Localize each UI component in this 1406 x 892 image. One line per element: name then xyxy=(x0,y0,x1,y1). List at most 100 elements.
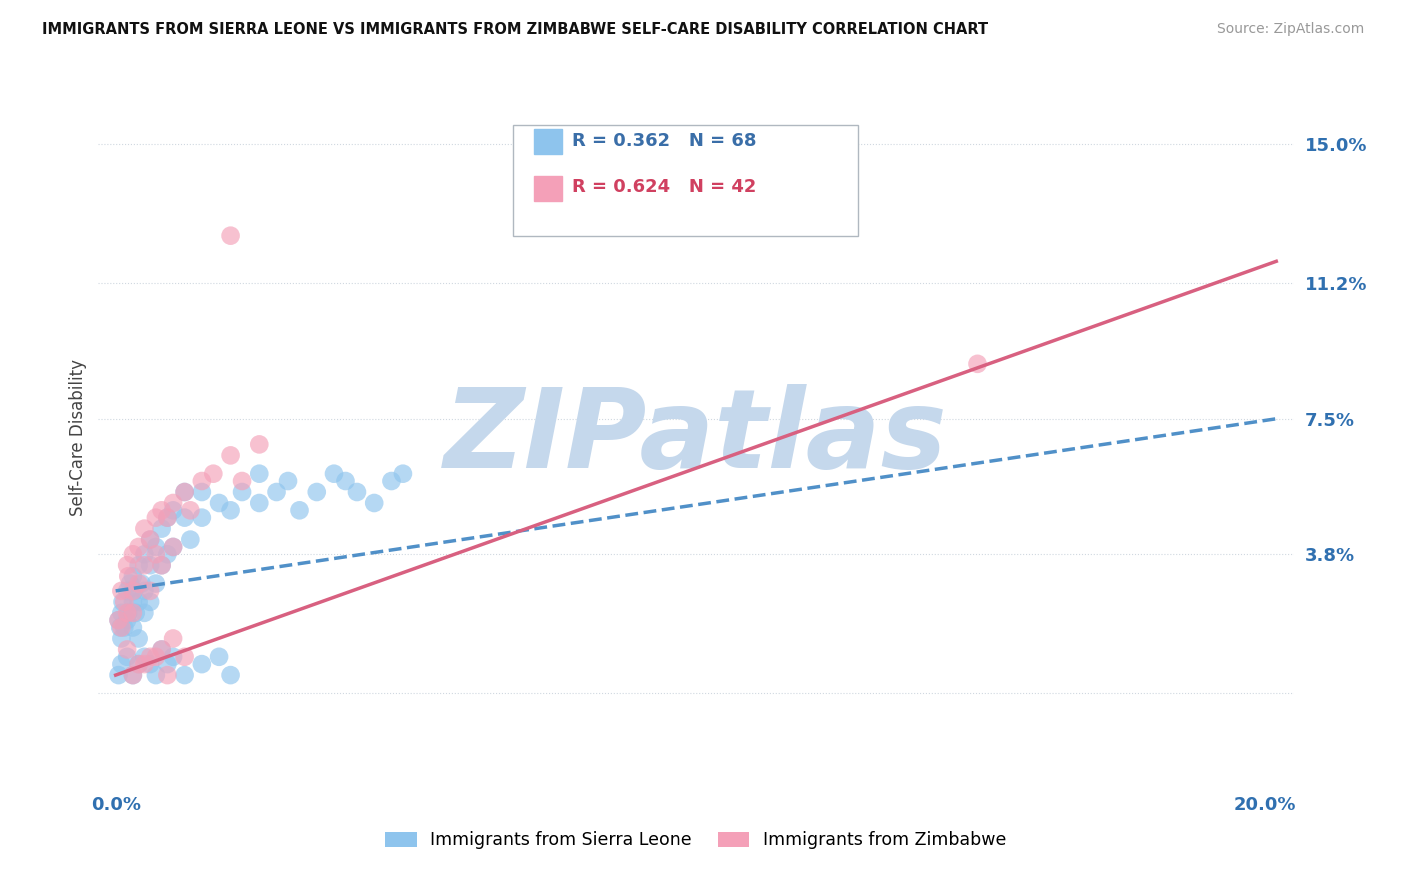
Point xyxy=(115,613,138,627)
Point xyxy=(150,642,173,657)
Point xyxy=(107,613,129,627)
Point xyxy=(173,668,195,682)
Point xyxy=(150,522,173,536)
Point xyxy=(110,583,132,598)
Point xyxy=(134,558,156,573)
Point xyxy=(156,668,179,682)
Point xyxy=(150,558,173,573)
Text: IMMIGRANTS FROM SIERRA LEONE VS IMMIGRANTS FROM ZIMBABWE SELF-CARE DISABILITY CO: IMMIGRANTS FROM SIERRA LEONE VS IMMIGRAN… xyxy=(42,22,988,37)
Point xyxy=(179,533,201,547)
Point xyxy=(139,657,162,672)
Point xyxy=(115,583,138,598)
Point xyxy=(139,533,162,547)
Point xyxy=(134,657,156,672)
Point xyxy=(191,510,214,524)
Point xyxy=(110,606,132,620)
Point xyxy=(162,503,184,517)
Point xyxy=(125,606,148,620)
Point xyxy=(128,540,150,554)
Point xyxy=(150,503,173,517)
Y-axis label: Self-Care Disability: Self-Care Disability xyxy=(69,359,87,516)
Point xyxy=(122,606,145,620)
Point xyxy=(110,657,132,672)
Point xyxy=(145,649,167,664)
Point xyxy=(346,485,368,500)
Point xyxy=(219,228,242,243)
Point xyxy=(145,510,167,524)
Point xyxy=(219,503,242,517)
Point xyxy=(134,649,156,664)
Point xyxy=(392,467,415,481)
Point xyxy=(122,595,145,609)
Point xyxy=(107,613,129,627)
Point xyxy=(247,467,270,481)
Point xyxy=(134,606,156,620)
Point xyxy=(115,606,138,620)
Point xyxy=(156,510,179,524)
Point xyxy=(128,595,150,609)
Point xyxy=(150,642,173,657)
Point xyxy=(145,576,167,591)
Point xyxy=(128,657,150,672)
Point xyxy=(139,583,162,598)
Text: R = 0.624   N = 42: R = 0.624 N = 42 xyxy=(572,178,756,196)
Point xyxy=(231,474,253,488)
Point xyxy=(122,583,145,598)
Point xyxy=(179,503,201,517)
Point xyxy=(134,547,156,561)
Point xyxy=(139,533,162,547)
Text: R = 0.362   N = 68: R = 0.362 N = 68 xyxy=(572,132,756,150)
Point xyxy=(202,467,225,481)
Point xyxy=(335,474,357,488)
Text: ZIPatlas: ZIPatlas xyxy=(444,384,948,491)
Point xyxy=(323,467,346,481)
Point xyxy=(247,496,270,510)
Point xyxy=(173,649,195,664)
Point xyxy=(128,632,150,646)
Point xyxy=(219,668,242,682)
Point xyxy=(118,576,141,591)
Point xyxy=(110,620,132,634)
Point xyxy=(305,485,328,500)
Point xyxy=(139,595,162,609)
Point xyxy=(128,657,150,672)
Point xyxy=(363,496,385,510)
Point xyxy=(122,583,145,598)
Point xyxy=(107,668,129,682)
Point xyxy=(156,547,179,561)
Point xyxy=(112,620,135,634)
Point xyxy=(139,558,162,573)
Point xyxy=(122,668,145,682)
Point xyxy=(122,547,145,561)
Point xyxy=(162,649,184,664)
Point xyxy=(139,649,162,664)
Point xyxy=(288,503,311,517)
Point xyxy=(191,474,214,488)
Point xyxy=(131,576,153,591)
Text: Source: ZipAtlas.com: Source: ZipAtlas.com xyxy=(1216,22,1364,37)
Point xyxy=(110,632,132,646)
Point xyxy=(231,485,253,500)
Point xyxy=(145,668,167,682)
Point xyxy=(173,485,195,500)
Point xyxy=(112,595,135,609)
Point xyxy=(122,668,145,682)
Point xyxy=(145,547,167,561)
Point xyxy=(266,485,288,500)
Point xyxy=(145,540,167,554)
Point xyxy=(208,496,231,510)
Point xyxy=(115,649,138,664)
Point xyxy=(162,540,184,554)
Point xyxy=(110,620,132,634)
Point xyxy=(173,510,195,524)
Point xyxy=(111,595,134,609)
Point xyxy=(966,357,988,371)
Point xyxy=(162,496,184,510)
Point xyxy=(156,657,179,672)
Point xyxy=(122,620,145,634)
Point xyxy=(115,642,138,657)
Point xyxy=(247,437,270,451)
Point xyxy=(219,449,242,463)
Point xyxy=(156,510,179,524)
Point xyxy=(277,474,299,488)
